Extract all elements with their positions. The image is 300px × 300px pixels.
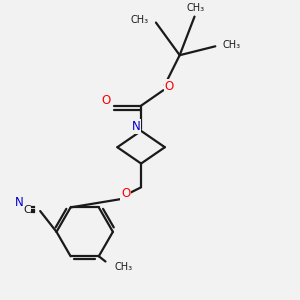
Text: CH₃: CH₃: [223, 40, 241, 50]
Text: CH₃: CH₃: [187, 3, 205, 13]
Text: N: N: [131, 120, 140, 133]
Text: N: N: [15, 196, 24, 208]
Text: O: O: [101, 94, 111, 107]
Text: O: O: [121, 187, 130, 200]
Text: CH₃: CH₃: [130, 15, 149, 25]
Text: O: O: [165, 80, 174, 93]
Text: C: C: [23, 205, 31, 214]
Text: CH₃: CH₃: [114, 262, 132, 272]
